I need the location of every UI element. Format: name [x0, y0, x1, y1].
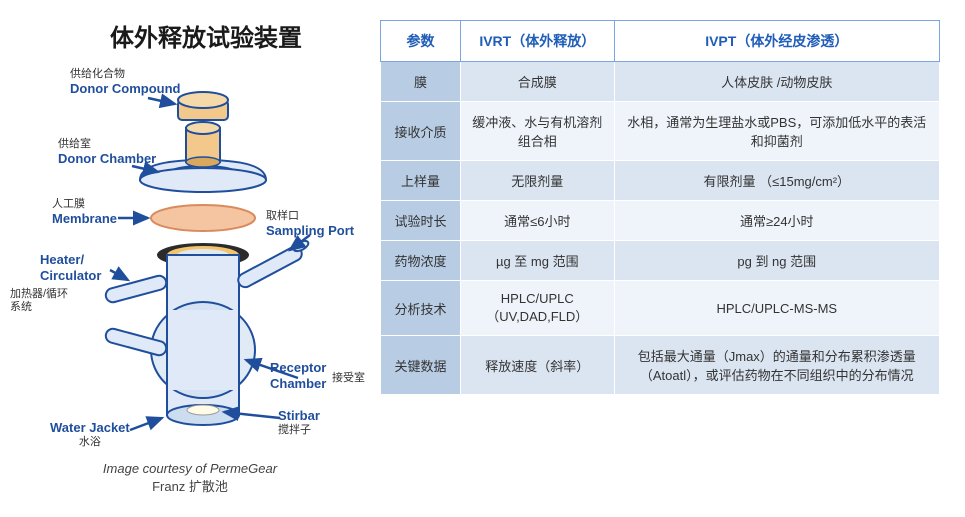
comparison-table: 参数 IVRT（体外释放） IVPT（体外经皮渗透） 膜合成膜人体皮肤 /动物皮… [380, 20, 940, 395]
col-header-param: 参数 [381, 21, 461, 62]
param-cell: 分析技术 [381, 281, 461, 336]
franz-cell-diagram: 供给化合物 Donor Compound 供给室 Donor Chamber 人… [10, 60, 370, 500]
label-donor-chamber: 供给室 Donor Chamber [58, 138, 156, 167]
table-row: 关键数据释放速度（斜率）包括最大通量（Jmax）的通量和分布累积渗透量（Atoa… [381, 336, 940, 395]
ivrt-cell: 合成膜 [461, 62, 615, 102]
diagram-caption-line1: Image courtesy of PermeGear [10, 461, 370, 476]
label-donor-compound-cn: 供给化合物 [70, 68, 180, 81]
table-header-row: 参数 IVRT（体外释放） IVPT（体外经皮渗透） [381, 21, 940, 62]
label-heater-cn: 加热器/循环系统 [10, 288, 70, 314]
label-water-jacket: Water Jacket 水浴 [50, 420, 130, 449]
table-row: 药物浓度µg 至 mg 范围pg 到 ng 范围 [381, 241, 940, 281]
label-sampling-port: 取样口 Sampling Port [266, 210, 354, 239]
table-row: 分析技术HPLC/UPLC（UV,DAD,FLD）HPLC/UPLC-MS-MS [381, 281, 940, 336]
param-cell: 关键数据 [381, 336, 461, 395]
label-donor-chamber-cn: 供给室 [58, 138, 156, 151]
label-sampling-port-cn: 取样口 [266, 210, 354, 223]
table-body: 膜合成膜人体皮肤 /动物皮肤接收介质缓冲液、水与有机溶剂组合相水相，通常为生理盐… [381, 62, 940, 395]
page-title: 体外释放试验装置 [110, 18, 302, 53]
label-stirbar: Stirbar 搅拌子 [278, 408, 320, 437]
label-donor-compound-en: Donor Compound [70, 81, 180, 97]
ivpt-cell: 水相，通常为生理盐水或PBS，可添加低水平的表活和抑菌剂 [614, 102, 939, 161]
table-row: 膜合成膜人体皮肤 /动物皮肤 [381, 62, 940, 102]
table-row: 上样量无限剂量有限剂量 （≤15mg/cm²） [381, 161, 940, 201]
col-header-ivpt: IVPT（体外经皮渗透） [614, 21, 939, 62]
ivpt-cell: pg 到 ng 范围 [614, 241, 939, 281]
ivpt-cell: 人体皮肤 /动物皮肤 [614, 62, 939, 102]
param-cell: 试验时长 [381, 201, 461, 241]
label-heater: Heater/ Circulator [40, 252, 101, 283]
diagram-caption: Image courtesy of PermeGear Franz 扩散池 [10, 461, 370, 495]
label-stirbar-en: Stirbar [278, 408, 320, 424]
label-membrane-cn: 人工膜 [52, 198, 117, 211]
ivrt-cell: HPLC/UPLC（UV,DAD,FLD） [461, 281, 615, 336]
ivrt-cell: µg 至 mg 范围 [461, 241, 615, 281]
param-cell: 药物浓度 [381, 241, 461, 281]
diagram-caption-line2: Franz 扩散池 [10, 476, 370, 495]
label-donor-compound: 供给化合物 Donor Compound [70, 68, 180, 97]
label-water-jacket-en: Water Jacket [50, 420, 130, 436]
table-row: 接收介质缓冲液、水与有机溶剂组合相水相，通常为生理盐水或PBS，可添加低水平的表… [381, 102, 940, 161]
ivrt-cell: 无限剂量 [461, 161, 615, 201]
ivpt-cell: 包括最大通量（Jmax）的通量和分布累积渗透量（Atoatl），或评估药物在不同… [614, 336, 939, 395]
label-heater-en: Heater/ Circulator [40, 252, 101, 283]
ivpt-cell: 通常≥24小时 [614, 201, 939, 241]
label-receptor-chamber-en: Receptor Chamber [270, 360, 326, 391]
ivrt-cell: 通常≤6小时 [461, 201, 615, 241]
label-receptor-chamber: Receptor Chamber [270, 360, 326, 391]
ivpt-cell: HPLC/UPLC-MS-MS [614, 281, 939, 336]
param-cell: 膜 [381, 62, 461, 102]
label-donor-chamber-en: Donor Chamber [58, 151, 156, 167]
label-sampling-port-en: Sampling Port [266, 223, 354, 239]
param-cell: 上样量 [381, 161, 461, 201]
label-membrane-en: Membrane [52, 211, 117, 227]
ivrt-cell: 缓冲液、水与有机溶剂组合相 [461, 102, 615, 161]
label-membrane: 人工膜 Membrane [52, 198, 117, 227]
ivrt-cell: 释放速度（斜率） [461, 336, 615, 395]
label-water-jacket-cn: 水浴 [50, 436, 130, 449]
ivpt-cell: 有限剂量 （≤15mg/cm²） [614, 161, 939, 201]
col-header-ivrt: IVRT（体外释放） [461, 21, 615, 62]
table-row: 试验时长通常≤6小时通常≥24小时 [381, 201, 940, 241]
label-receptor-chamber-cn: 接受室 [332, 372, 365, 385]
param-cell: 接收介质 [381, 102, 461, 161]
label-stirbar-cn: 搅拌子 [278, 424, 320, 437]
